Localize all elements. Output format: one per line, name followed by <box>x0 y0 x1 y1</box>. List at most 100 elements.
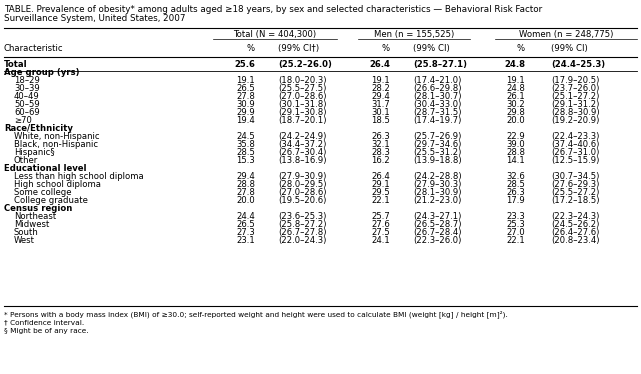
Text: 17.9: 17.9 <box>506 196 525 205</box>
Text: 23.1: 23.1 <box>237 236 255 245</box>
Text: 23.3: 23.3 <box>506 212 525 221</box>
Text: 15.3: 15.3 <box>237 156 255 165</box>
Text: 29.8: 29.8 <box>506 108 525 117</box>
Text: § Might be of any race.: § Might be of any race. <box>4 328 88 334</box>
Text: (18.7–20.1): (18.7–20.1) <box>278 116 326 125</box>
Text: 26.4: 26.4 <box>371 172 390 181</box>
Text: %: % <box>517 44 525 53</box>
Text: (26.4–27.6): (26.4–27.6) <box>551 228 599 237</box>
Text: 16.2: 16.2 <box>371 156 390 165</box>
Text: 25.3: 25.3 <box>506 220 525 229</box>
Text: 19.4: 19.4 <box>237 116 255 125</box>
Text: 28.3: 28.3 <box>371 148 390 157</box>
Text: %: % <box>247 44 255 53</box>
Text: Characteristic: Characteristic <box>4 44 63 53</box>
Text: (25.1–27.2): (25.1–27.2) <box>551 92 599 101</box>
Text: 26.1: 26.1 <box>506 92 525 101</box>
Text: 25.7: 25.7 <box>371 212 390 221</box>
Text: 18–29: 18–29 <box>14 76 40 85</box>
Text: (20.8–23.4): (20.8–23.4) <box>551 236 599 245</box>
Text: (25.2–26.0): (25.2–26.0) <box>278 60 332 69</box>
Text: (99% CI†): (99% CI†) <box>278 44 319 53</box>
Text: 29.4: 29.4 <box>371 92 390 101</box>
Text: (25.7–26.9): (25.7–26.9) <box>413 132 462 141</box>
Text: 22.9: 22.9 <box>506 132 525 141</box>
Text: (29.7–34.6): (29.7–34.6) <box>413 140 462 149</box>
Text: 22.1: 22.1 <box>371 196 390 205</box>
Text: Northeast: Northeast <box>14 212 56 221</box>
Text: Race/Ethnicity: Race/Ethnicity <box>4 124 73 133</box>
Text: Total (N = 404,300): Total (N = 404,300) <box>233 30 317 39</box>
Text: (25.8–27.2): (25.8–27.2) <box>278 220 326 229</box>
Text: (17.4–19.7): (17.4–19.7) <box>413 116 462 125</box>
Text: (13.8–16.9): (13.8–16.9) <box>278 156 326 165</box>
Text: 25.6: 25.6 <box>234 60 255 69</box>
Text: 39.0: 39.0 <box>506 140 525 149</box>
Text: (19.5–20.6): (19.5–20.6) <box>278 196 326 205</box>
Text: † Confidence interval.: † Confidence interval. <box>4 319 84 325</box>
Text: 29.1: 29.1 <box>371 180 390 189</box>
Text: 32.1: 32.1 <box>371 140 390 149</box>
Text: (99% CI): (99% CI) <box>413 44 450 53</box>
Text: (17.2–18.5): (17.2–18.5) <box>551 196 599 205</box>
Text: (27.9–30.3): (27.9–30.3) <box>413 180 462 189</box>
Text: 28.5: 28.5 <box>506 180 525 189</box>
Text: 24.8: 24.8 <box>504 60 525 69</box>
Text: (22.4–23.3): (22.4–23.3) <box>551 132 599 141</box>
Text: (25.8–27.1): (25.8–27.1) <box>413 60 467 69</box>
Text: (13.9–18.8): (13.9–18.8) <box>413 156 462 165</box>
Text: 35.8: 35.8 <box>236 140 255 149</box>
Text: 29.9: 29.9 <box>237 108 255 117</box>
Text: 26.4: 26.4 <box>369 60 390 69</box>
Text: (27.9–30.9): (27.9–30.9) <box>278 172 326 181</box>
Text: 29.4: 29.4 <box>237 172 255 181</box>
Text: 27.3: 27.3 <box>237 228 255 237</box>
Text: 28.8: 28.8 <box>506 148 525 157</box>
Text: (28.1–30.9): (28.1–30.9) <box>413 188 462 197</box>
Text: (25.5–27.2): (25.5–27.2) <box>551 188 599 197</box>
Text: (26.6–29.8): (26.6–29.8) <box>413 84 462 93</box>
Text: 19.1: 19.1 <box>371 76 390 85</box>
Text: Educational level: Educational level <box>4 164 87 173</box>
Text: (24.2–24.9): (24.2–24.9) <box>278 132 326 141</box>
Text: (17.4–21.0): (17.4–21.0) <box>413 76 462 85</box>
Text: 24.1: 24.1 <box>371 236 390 245</box>
Text: (18.0–20.3): (18.0–20.3) <box>278 76 326 85</box>
Text: (34.4–37.2): (34.4–37.2) <box>278 140 326 149</box>
Text: (26.7–30.4): (26.7–30.4) <box>278 148 326 157</box>
Text: 31.7: 31.7 <box>371 100 390 109</box>
Text: Surveillance System, United States, 2007: Surveillance System, United States, 2007 <box>4 14 185 23</box>
Text: Age group (yrs): Age group (yrs) <box>4 68 79 77</box>
Text: 26.3: 26.3 <box>371 132 390 141</box>
Text: (24.2–28.8): (24.2–28.8) <box>413 172 462 181</box>
Text: 29.5: 29.5 <box>371 188 390 197</box>
Text: Total: Total <box>4 60 28 69</box>
Text: (26.7–28.4): (26.7–28.4) <box>413 228 462 237</box>
Text: 18.5: 18.5 <box>371 116 390 125</box>
Text: (30.7–34.5): (30.7–34.5) <box>551 172 599 181</box>
Text: Women (n = 248,775): Women (n = 248,775) <box>519 30 613 39</box>
Text: (24.4–25.3): (24.4–25.3) <box>551 60 605 69</box>
Text: (28.1–30.7): (28.1–30.7) <box>413 92 462 101</box>
Text: 26.3: 26.3 <box>506 188 525 197</box>
Text: 26.5: 26.5 <box>237 84 255 93</box>
Text: (27.6–29.3): (27.6–29.3) <box>551 180 599 189</box>
Text: 19.1: 19.1 <box>506 76 525 85</box>
Text: (24.5–26.2): (24.5–26.2) <box>551 220 599 229</box>
Text: (19.2–20.9): (19.2–20.9) <box>551 116 599 125</box>
Text: * Persons with a body mass index (BMI) of ≥30.0; self-reported weight and height: * Persons with a body mass index (BMI) o… <box>4 310 508 318</box>
Text: (17.9–20.5): (17.9–20.5) <box>551 76 599 85</box>
Text: (37.4–40.6): (37.4–40.6) <box>551 140 599 149</box>
Text: (28.0–29.5): (28.0–29.5) <box>278 180 326 189</box>
Text: Census region: Census region <box>4 204 72 213</box>
Text: Hispanic§: Hispanic§ <box>14 148 54 157</box>
Text: Men (n = 155,525): Men (n = 155,525) <box>374 30 454 39</box>
Text: Other: Other <box>14 156 38 165</box>
Text: 27.8: 27.8 <box>236 92 255 101</box>
Text: 30.9: 30.9 <box>237 100 255 109</box>
Text: 27.5: 27.5 <box>371 228 390 237</box>
Text: (30.4–33.0): (30.4–33.0) <box>413 100 462 109</box>
Text: 28.2: 28.2 <box>371 84 390 93</box>
Text: 28.8: 28.8 <box>236 180 255 189</box>
Text: (26.5–28.7): (26.5–28.7) <box>413 220 462 229</box>
